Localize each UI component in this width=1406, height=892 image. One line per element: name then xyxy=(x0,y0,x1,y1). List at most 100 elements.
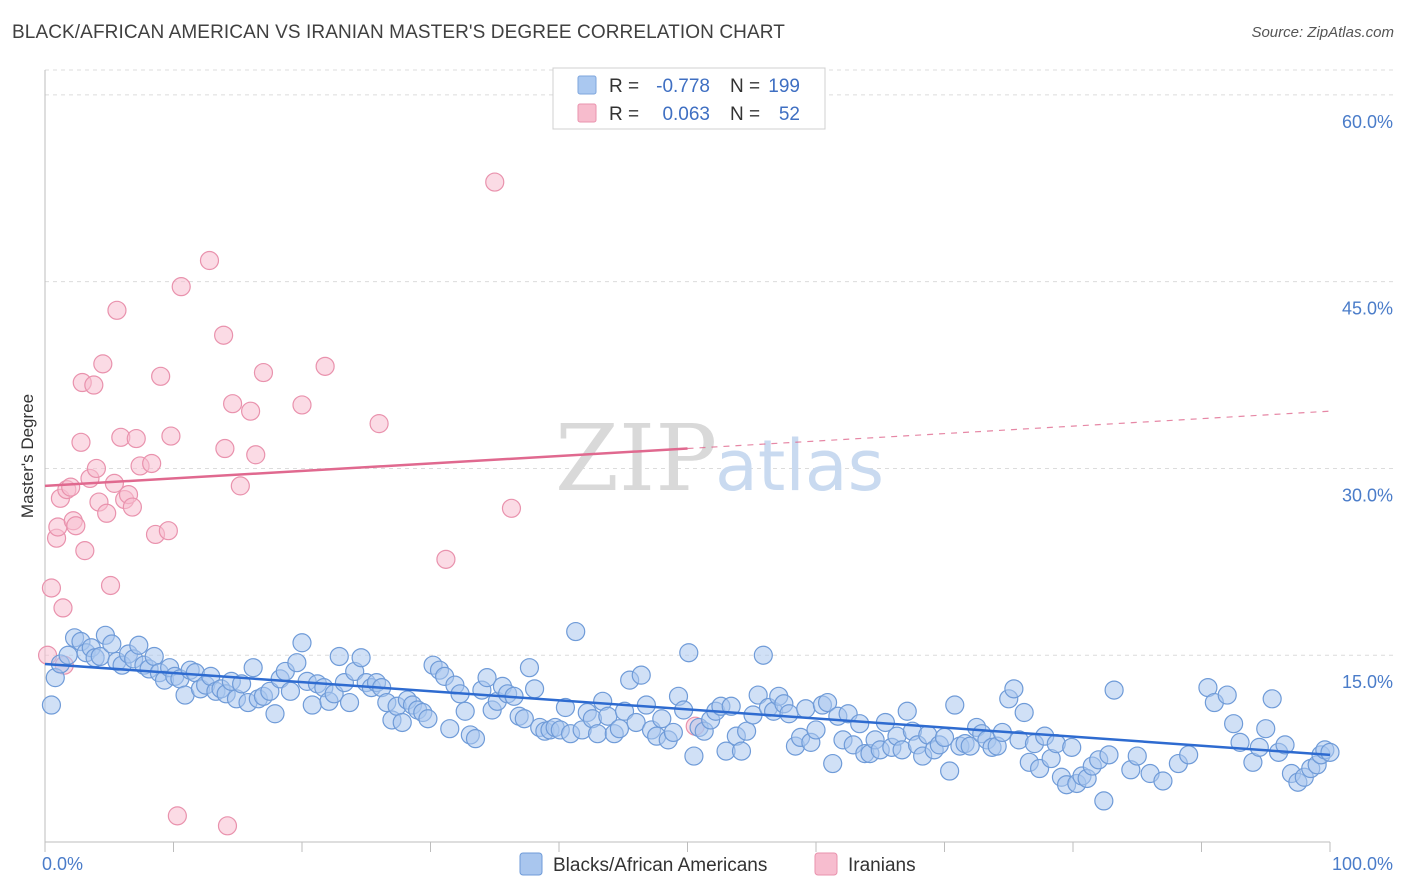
black-point-206 xyxy=(1179,745,1199,765)
series-legend-label-0: Blacks/African Americans xyxy=(553,855,767,876)
iranian-point-19 xyxy=(97,503,117,523)
black-point-45 xyxy=(280,681,301,701)
black-point-38 xyxy=(243,658,263,678)
iranian-point-41 xyxy=(230,476,250,496)
black-point-161 xyxy=(897,701,917,721)
iranian-point-32 xyxy=(158,521,178,541)
black-point-146 xyxy=(817,692,838,713)
black-point-152 xyxy=(850,714,870,734)
black-point-42 xyxy=(265,704,285,724)
iranian-point-27 xyxy=(126,428,146,449)
iranian-point-34 xyxy=(167,806,187,826)
iranian-point-39 xyxy=(217,816,238,836)
black-point-82 xyxy=(477,668,497,688)
black-point-3 xyxy=(58,645,78,665)
black-point-78 xyxy=(455,701,475,721)
black-point-210 xyxy=(1224,714,1244,734)
iranian-point-13 xyxy=(75,541,95,561)
black-point-198 xyxy=(1094,791,1114,811)
black-point-147 xyxy=(823,753,843,774)
black-point-170 xyxy=(945,695,965,715)
iranian-point-31 xyxy=(151,366,171,386)
legend-r-label-1: R = xyxy=(609,104,639,125)
series-legend-label-1: Iranians xyxy=(848,855,916,876)
black-point-107 xyxy=(609,719,629,739)
x-axis-ticks: 0.0% 100.0% xyxy=(42,854,1393,874)
trend-line-0 xyxy=(44,662,1331,757)
data-points xyxy=(37,172,1340,836)
black-point-181 xyxy=(1004,679,1024,699)
black-point-99 xyxy=(566,621,586,642)
black-point-128 xyxy=(721,696,741,716)
black-point-200 xyxy=(1104,680,1124,700)
black-point-142 xyxy=(796,699,816,719)
legend-n-value-0: 199 xyxy=(768,76,800,97)
black-point-80 xyxy=(465,729,486,749)
black-point-97 xyxy=(555,697,576,718)
black-point-215 xyxy=(1262,689,1282,709)
black-point-19 xyxy=(144,646,164,667)
black-point-211 xyxy=(1230,732,1250,752)
black-point-144 xyxy=(806,720,826,740)
watermark-zip-text: ZIP xyxy=(555,405,717,512)
legend-n-label-0: N = xyxy=(730,76,760,97)
black-point-66 xyxy=(392,712,412,733)
y-tick-label-0: 15.0% xyxy=(1342,672,1393,692)
black-point-16 xyxy=(129,635,149,655)
iranian-point-47 xyxy=(369,414,389,434)
black-point-47 xyxy=(292,633,312,653)
y-axis-label: Master's Degree xyxy=(18,394,37,518)
series-legend: Blacks/African Americans Iranians xyxy=(519,852,916,876)
iranian-point-26 xyxy=(122,497,142,517)
black-point-0 xyxy=(41,695,62,715)
iranian-point-45 xyxy=(292,395,312,415)
iranian-point-49 xyxy=(485,172,505,192)
iranian-point-18 xyxy=(93,354,113,374)
black-point-169 xyxy=(940,761,960,781)
iranian-point-11 xyxy=(71,432,91,452)
black-point-130 xyxy=(731,741,752,761)
black-point-91 xyxy=(524,679,545,699)
axes xyxy=(44,70,1331,852)
black-point-75 xyxy=(440,719,460,739)
black-point-199 xyxy=(1099,745,1119,765)
black-point-90 xyxy=(519,658,540,678)
iranian-point-36 xyxy=(199,250,220,271)
black-point-41 xyxy=(260,681,280,701)
black-point-11 xyxy=(102,634,122,654)
grid-lines xyxy=(45,69,1395,656)
iranian-point-33 xyxy=(161,426,181,446)
black-point-133 xyxy=(748,685,768,705)
iranian-point-38 xyxy=(215,438,235,459)
black-point-56 xyxy=(339,692,360,713)
iranian-point-10 xyxy=(66,516,86,536)
black-point-89 xyxy=(514,709,534,729)
y-tick-label-2: 45.0% xyxy=(1342,299,1393,319)
legend-r-value-0: -0.778 xyxy=(656,76,710,97)
legend-box xyxy=(552,67,826,130)
y-axis-ticks: 15.0% 30.0% 45.0% 60.0% xyxy=(1342,112,1393,692)
black-point-46 xyxy=(287,653,307,673)
black-point-134 xyxy=(753,645,773,665)
iranian-point-42 xyxy=(241,401,261,421)
watermark: ZIP atlas xyxy=(555,405,884,512)
iranian-point-44 xyxy=(253,362,274,383)
black-point-183 xyxy=(1014,702,1034,723)
trend-lines xyxy=(44,410,1331,757)
iranian-point-40 xyxy=(223,394,243,414)
y-tick-label-1: 30.0% xyxy=(1342,485,1393,505)
series-legend-swatch-1 xyxy=(814,852,838,876)
black-point-225 xyxy=(1320,742,1340,762)
iranian-point-43 xyxy=(246,445,266,465)
black-point-202 xyxy=(1127,746,1147,766)
legend-r-value-1: 0.063 xyxy=(662,104,710,125)
black-point-54 xyxy=(329,646,349,667)
iranian-point-46 xyxy=(315,356,335,376)
black-point-209 xyxy=(1217,685,1237,705)
legend: R = -0.778 N = 199 R = 0.063 N = 52 xyxy=(552,67,826,130)
iranian-point-8 xyxy=(61,477,81,497)
legend-swatch-0 xyxy=(577,75,597,95)
iranian-point-22 xyxy=(107,300,127,320)
legend-n-label-1: N = xyxy=(730,104,760,125)
